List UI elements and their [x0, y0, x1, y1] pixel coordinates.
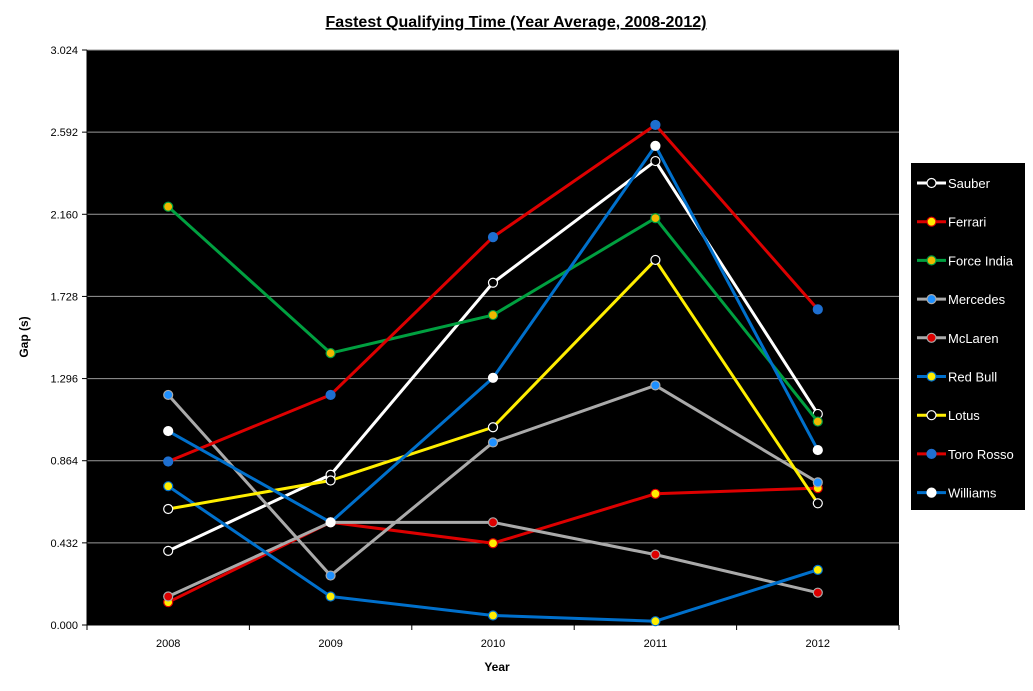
data-point-red-bull — [163, 481, 174, 492]
legend-item-mclaren: McLaren — [917, 331, 999, 346]
legend-swatch-marker — [926, 448, 937, 459]
axes: 0.000 0.432 0.864 1.296 1.728 2.160 2.592 3.024… — [50, 45, 900, 650]
data-point-mercedes — [487, 437, 499, 448]
data-point-williams — [487, 372, 499, 383]
data-point-mercedes — [163, 389, 174, 401]
x-tick-label: 2009 — [318, 638, 342, 650]
y-tick-label: 2.592 — [50, 127, 78, 139]
data-point-lotus — [650, 254, 661, 266]
data-point-force-india — [812, 416, 823, 427]
legend-swatch-marker — [926, 332, 937, 343]
series-force-india — [163, 201, 823, 427]
y-tick-label: 3.024 — [50, 45, 78, 57]
data-point-mercedes — [325, 570, 336, 581]
data-point-mercedes — [650, 380, 661, 391]
legend-item-force-india: Force India — [917, 253, 1014, 268]
data-point-red-bull — [812, 564, 823, 575]
legend-swatch-marker — [926, 255, 937, 266]
y-tick-label: 1.296 — [50, 374, 78, 386]
data-point-lotus — [812, 498, 823, 509]
legend-item-toro-rosso: Toro Rosso — [917, 447, 1014, 462]
data-point-lotus — [163, 503, 174, 515]
data-point-williams — [163, 425, 174, 437]
legend-label: Sauber — [948, 176, 991, 191]
x-axis-title: Year — [484, 660, 510, 674]
data-point-ferrari — [487, 538, 499, 549]
x-tick-label: 2010 — [481, 638, 505, 650]
y-tick-label: 0.432 — [50, 538, 78, 550]
x-tick-label: 2008 — [156, 638, 180, 650]
legend-label: Red Bull — [948, 370, 997, 385]
x-tick-label: 2012 — [806, 638, 830, 650]
data-point-red-bull — [325, 591, 336, 602]
series-mercedes — [163, 380, 823, 581]
data-point-force-india — [650, 212, 661, 224]
data-point-mclaren — [812, 587, 823, 598]
data-point-sauber — [650, 155, 661, 167]
legend-item-red-bull: Red Bull — [917, 370, 997, 385]
legend-item-williams: Williams — [917, 486, 997, 501]
y-tick-label: 0.000 — [50, 620, 78, 632]
legend-swatch-marker — [926, 216, 937, 227]
chart-title: Fastest Qualifying Time (Year Average, 2… — [326, 14, 707, 31]
legend: Sauber Ferrari Force India Mercedes McLaren R… — [917, 176, 1014, 501]
data-point-williams — [650, 140, 661, 151]
data-point-toro-rosso — [163, 456, 174, 467]
y-tick-label: 0.864 — [50, 456, 78, 468]
legend-label: Williams — [948, 486, 997, 501]
data-point-sauber — [163, 545, 174, 556]
legend-label: Mercedes — [948, 292, 1006, 307]
data-point-mercedes — [812, 477, 823, 488]
data-point-red-bull — [487, 610, 499, 621]
data-point-mclaren — [650, 549, 661, 560]
plot-area — [87, 50, 899, 625]
legend-swatch-marker — [926, 177, 937, 189]
data-point-toro-rosso — [650, 119, 661, 131]
series-williams — [163, 140, 823, 528]
legend-item-lotus: Lotus — [917, 408, 980, 423]
data-point-force-india — [487, 309, 499, 321]
series-toro-rosso — [163, 119, 823, 467]
data-point-force-india — [163, 201, 174, 212]
legend-label: Toro Rosso — [948, 447, 1014, 462]
series-lotus — [163, 254, 823, 515]
data-point-ferrari — [650, 488, 661, 499]
x-tick-label: 2011 — [644, 638, 668, 650]
legend-label: Lotus — [948, 408, 980, 423]
data-point-toro-rosso — [487, 232, 499, 243]
legend-swatch-marker — [926, 410, 937, 421]
legend-swatch-marker — [926, 371, 937, 382]
legend-label: Force India — [948, 253, 1014, 268]
series-group — [163, 119, 823, 627]
data-point-lotus — [487, 422, 499, 433]
data-point-force-india — [325, 347, 336, 359]
data-point-lotus — [325, 475, 336, 486]
legend-swatch-marker — [926, 294, 937, 305]
y-tick-label: 2.160 — [50, 209, 78, 221]
legend-swatch-marker — [926, 487, 937, 498]
legend-label: McLaren — [948, 331, 999, 346]
data-point-toro-rosso — [325, 389, 336, 401]
data-point-williams — [325, 517, 336, 528]
data-point-toro-rosso — [812, 304, 823, 315]
y-axis-title: Gap (s) — [17, 316, 31, 357]
data-point-sauber — [487, 277, 499, 288]
series-red-bull — [163, 481, 823, 627]
data-point-mclaren — [487, 517, 499, 528]
data-point-williams — [812, 444, 823, 456]
y-tick-label: 1.728 — [50, 291, 78, 303]
data-point-mclaren — [163, 591, 174, 602]
data-point-red-bull — [650, 616, 661, 627]
legend-label: Ferrari — [948, 215, 986, 230]
legend-item-mercedes: Mercedes — [917, 292, 1006, 307]
legend-item-ferrari: Ferrari — [917, 215, 986, 230]
legend-item-sauber: Sauber — [917, 176, 991, 191]
